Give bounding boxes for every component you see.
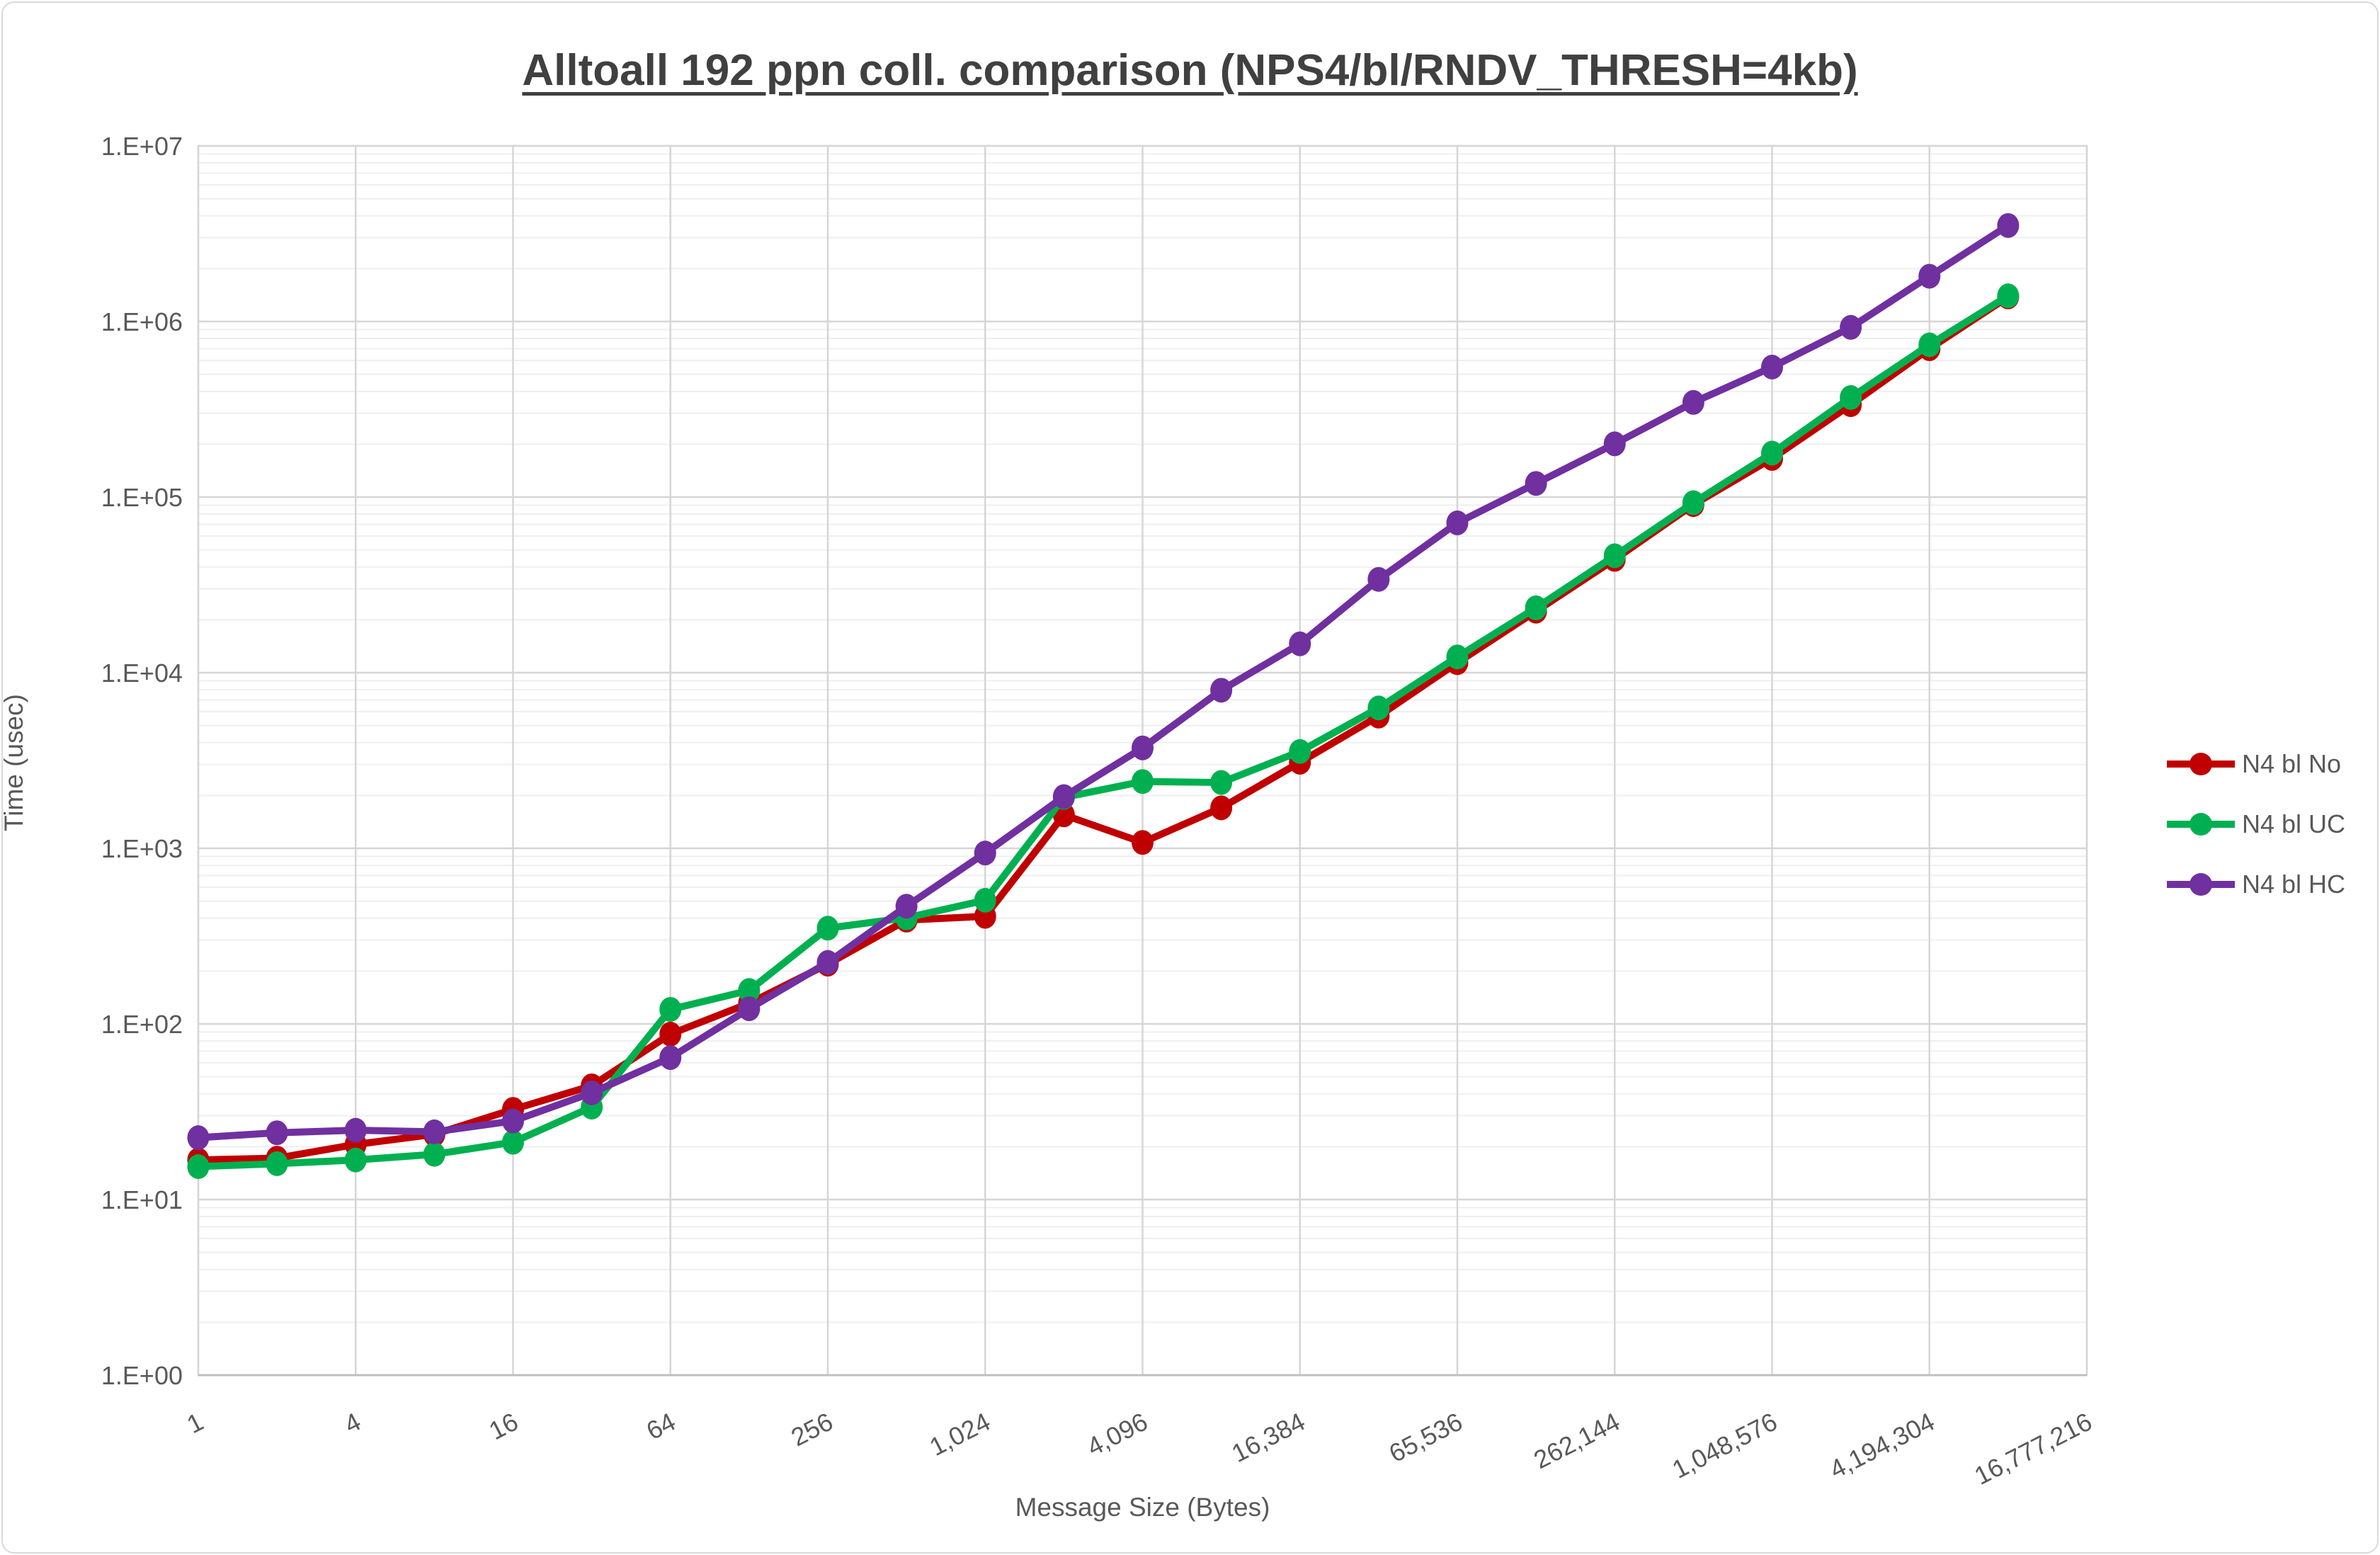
- series-line-n4-bl-no: [195, 293, 2012, 1164]
- x-tick-label: 4,194,304: [1825, 1407, 1939, 1484]
- legend-label: N4 bl No: [2242, 749, 2342, 778]
- data-point-n4-bl-hc: [1132, 735, 1154, 761]
- legend-marker-icon: [2167, 813, 2235, 836]
- data-point-n4-bl-uc: [1525, 595, 1547, 620]
- legend: N4 bl No N4 bl UC N4 bl HC: [2165, 749, 2378, 899]
- data-point-n4-bl-uc: [1840, 385, 1862, 410]
- series-line-n4-bl-uc: [195, 292, 2012, 1170]
- y-tick-label: 1.E+05: [101, 483, 183, 512]
- x-tick-label: 1,024: [925, 1407, 995, 1462]
- data-point-n4-bl-uc: [1132, 769, 1154, 794]
- x-tick-label: 64: [642, 1407, 680, 1446]
- data-point-n4-bl-hc: [1840, 314, 1862, 340]
- data-point-n4-bl-no: [1132, 830, 1154, 855]
- x-tick-label: 1,048,576: [1668, 1407, 1782, 1484]
- data-point-n4-bl-hc: [1210, 678, 1233, 703]
- data-point-n4-bl-uc: [816, 916, 839, 941]
- data-point-n4-bl-uc: [187, 1154, 210, 1179]
- legend-item-n4-bl-hc[interactable]: N4 bl HC: [2165, 870, 2378, 899]
- data-point-n4-bl-uc: [502, 1129, 524, 1155]
- series-line-n4-bl-hc: [195, 222, 2012, 1141]
- data-point-n4-bl-hc: [1761, 354, 1783, 380]
- x-tick-label: 65,536: [1384, 1407, 1467, 1469]
- data-point-n4-bl-hc: [1525, 471, 1547, 496]
- data-point-n4-bl-uc: [1367, 695, 1390, 721]
- data-point-n4-bl-uc: [738, 978, 761, 1003]
- data-point-n4-bl-uc: [1210, 770, 1233, 795]
- data-point-n4-bl-hc: [423, 1119, 445, 1144]
- legend-item-n4-bl-uc[interactable]: N4 bl UC: [2165, 809, 2378, 839]
- data-point-n4-bl-hc: [1918, 263, 1941, 289]
- data-point-n4-bl-hc: [581, 1080, 603, 1105]
- x-tick-label: 16: [484, 1407, 523, 1446]
- data-point-n4-bl-hc: [1052, 784, 1075, 809]
- data-point-n4-bl-uc: [1446, 644, 1469, 670]
- data-point-n4-bl-hc: [1682, 389, 1704, 415]
- data-point-n4-bl-no: [659, 1021, 682, 1047]
- data-point-n4-bl-hc: [1997, 212, 2020, 238]
- data-point-n4-bl-hc: [266, 1120, 288, 1146]
- data-point-n4-bl-hc: [1289, 631, 1311, 656]
- data-point-n4-bl-hc: [344, 1117, 367, 1143]
- legend-marker-icon: [2167, 873, 2235, 896]
- x-axis-title: Message Size (Bytes): [1015, 1493, 1270, 1522]
- data-point-n4-bl-uc: [974, 887, 996, 913]
- data-point-n4-bl-uc: [659, 996, 682, 1022]
- data-point-n4-bl-hc: [1367, 566, 1390, 592]
- x-tick-label: 256: [786, 1407, 837, 1452]
- x-tick-label: 16,777,216: [1969, 1407, 2096, 1491]
- y-tick-label: 1.E+02: [101, 1010, 183, 1039]
- data-point-n4-bl-uc: [1997, 283, 2020, 309]
- data-point-n4-bl-uc: [1603, 543, 1626, 569]
- data-point-n4-bl-hc: [1446, 510, 1469, 535]
- y-tick-label: 1.E+00: [101, 1361, 183, 1390]
- legend-marker-icon: [2167, 753, 2235, 775]
- data-point-n4-bl-hc: [502, 1108, 524, 1134]
- data-point-n4-bl-uc: [1682, 490, 1704, 516]
- data-point-n4-bl-hc: [895, 894, 918, 919]
- x-tick-label: 4: [339, 1407, 365, 1440]
- data-point-n4-bl-uc: [344, 1147, 367, 1173]
- y-axis-title: Time (usec): [0, 694, 28, 831]
- y-tick-label: 1.E+07: [101, 132, 183, 161]
- data-point-n4-bl-uc: [423, 1141, 445, 1167]
- chart-title: Alltoall 192 ppn coll. comparison (NPS4/…: [522, 45, 1858, 95]
- data-point-n4-bl-uc: [1289, 739, 1311, 764]
- y-tick-label: 1.E+06: [101, 307, 183, 336]
- x-tick-label: 4,096: [1082, 1407, 1152, 1462]
- legend-label: N4 bl UC: [2242, 809, 2346, 838]
- y-tick-label: 1.E+04: [101, 659, 183, 688]
- data-point-n4-bl-hc: [1603, 431, 1626, 457]
- data-point-n4-bl-hc: [187, 1125, 210, 1151]
- x-tick-label: 262,144: [1529, 1407, 1624, 1475]
- data-point-n4-bl-hc: [659, 1045, 682, 1071]
- legend-item-n4-bl-no[interactable]: N4 bl No: [2165, 749, 2378, 779]
- data-point-n4-bl-uc: [1761, 440, 1783, 466]
- x-tick-label: 1: [182, 1407, 207, 1440]
- data-point-n4-bl-no: [1210, 795, 1233, 821]
- data-point-n4-bl-hc: [738, 996, 761, 1022]
- data-point-n4-bl-hc: [974, 841, 996, 866]
- data-point-n4-bl-uc: [266, 1151, 288, 1176]
- y-tick-label: 1.E+01: [101, 1185, 183, 1214]
- data-point-n4-bl-uc: [1918, 332, 1941, 358]
- y-tick-label: 1.E+03: [101, 834, 183, 863]
- legend-label: N4 bl HC: [2242, 870, 2346, 899]
- x-tick-label: 16,384: [1227, 1407, 1310, 1469]
- data-point-n4-bl-hc: [816, 950, 839, 975]
